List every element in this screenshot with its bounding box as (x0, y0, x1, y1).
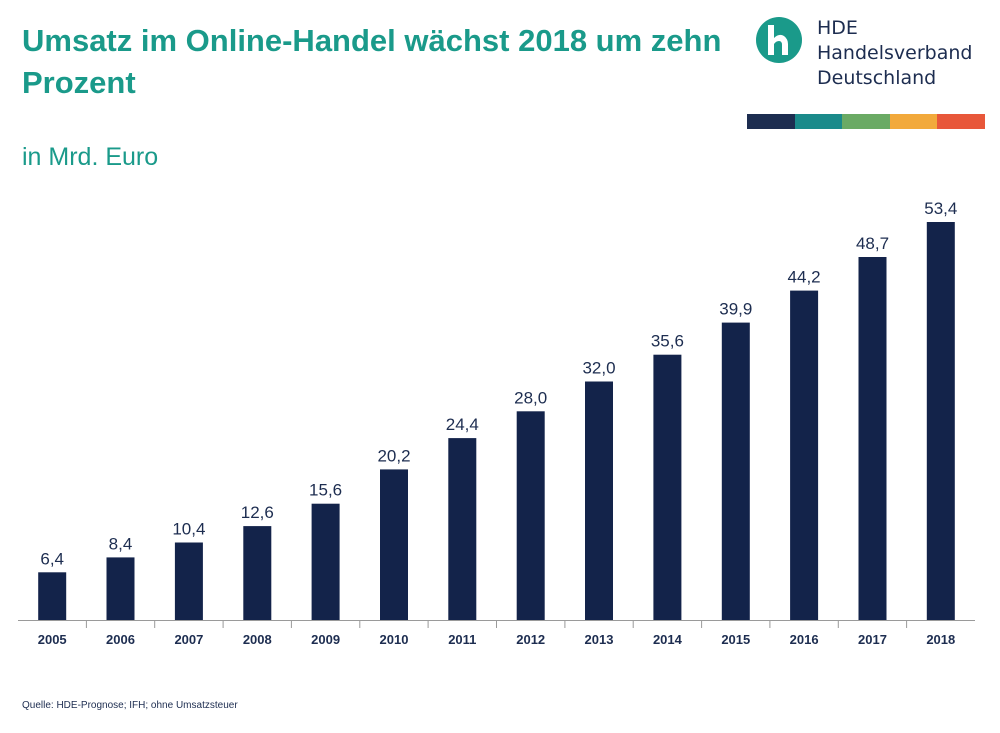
unit-label: in Mrd. Euro (22, 143, 159, 171)
value-label-2013: 32,0 (582, 359, 615, 378)
value-label-2015: 39,9 (719, 300, 752, 319)
x-tick-label-2007: 2007 (174, 632, 203, 647)
source-note: Quelle: HDE-Prognose; IFH; ohne Umsatzst… (22, 700, 238, 711)
bar-2011 (448, 438, 477, 620)
hde-h-logo-icon (756, 17, 802, 63)
x-tick-label-2008: 2008 (243, 632, 272, 647)
bar-2014 (653, 354, 682, 620)
x-tick-label-2009: 2009 (311, 632, 340, 647)
color-bar-segment (842, 114, 890, 129)
bar-2013 (585, 381, 613, 620)
value-label-2009: 15,6 (309, 481, 342, 500)
x-tick-label-2018: 2018 (926, 632, 955, 647)
x-tick-label-2015: 2015 (721, 632, 750, 647)
x-tick-label-2016: 2016 (790, 632, 819, 647)
bar-2017 (858, 257, 887, 620)
page-title: Umsatz im Online-Handel wächst 2018 um z… (22, 23, 722, 100)
bar-2008 (243, 526, 272, 620)
x-tick-label-2010: 2010 (380, 632, 409, 647)
value-label-2017: 48,7 (856, 234, 889, 253)
color-bar-segment (889, 114, 938, 129)
bar-2007 (174, 542, 203, 620)
bar-2009 (311, 503, 340, 620)
value-label-2005: 6,4 (40, 549, 64, 568)
bar-2010 (380, 469, 408, 620)
logo-text: HDE Handelsverband Deutschland (817, 16, 972, 91)
bar-2005 (38, 572, 67, 620)
color-bar-segment (747, 114, 795, 129)
bar-2016 (790, 290, 819, 620)
x-tick-label-2013: 2013 (585, 632, 614, 647)
x-tick-label-2011: 2011 (448, 632, 476, 647)
x-tick-label-2006: 2006 (106, 632, 135, 647)
x-tick-label-2012: 2012 (516, 632, 545, 647)
color-bar-segment (937, 114, 985, 129)
logo-line-2: Handelsverband (817, 42, 973, 64)
value-label-2007: 10,4 (172, 520, 205, 539)
value-label-2006: 8,4 (109, 534, 133, 553)
bar-2006 (106, 557, 135, 620)
bar-2018 (926, 222, 955, 620)
value-label-2012: 28,0 (514, 388, 547, 407)
value-label-2014: 35,6 (651, 332, 684, 351)
logo-line-3: Deutschland (817, 67, 937, 89)
hde-logo: HDE Handelsverband Deutschland (755, 14, 985, 94)
value-label-2008: 12,6 (241, 503, 274, 522)
logo-line-1: HDE (817, 17, 858, 39)
value-label-2018: 53,4 (924, 199, 957, 218)
x-tick-label-2014: 2014 (653, 632, 683, 647)
color-bar-segment (794, 114, 843, 129)
x-tick-label-2017: 2017 (858, 632, 887, 647)
bar-2015 (721, 322, 750, 620)
brand-color-bar (747, 114, 985, 129)
value-label-2016: 44,2 (788, 268, 821, 287)
value-label-2010: 20,2 (377, 446, 410, 465)
bar-2012 (516, 411, 545, 620)
value-label-2011: 24,4 (446, 415, 479, 434)
x-tick-label-2005: 2005 (38, 632, 67, 647)
